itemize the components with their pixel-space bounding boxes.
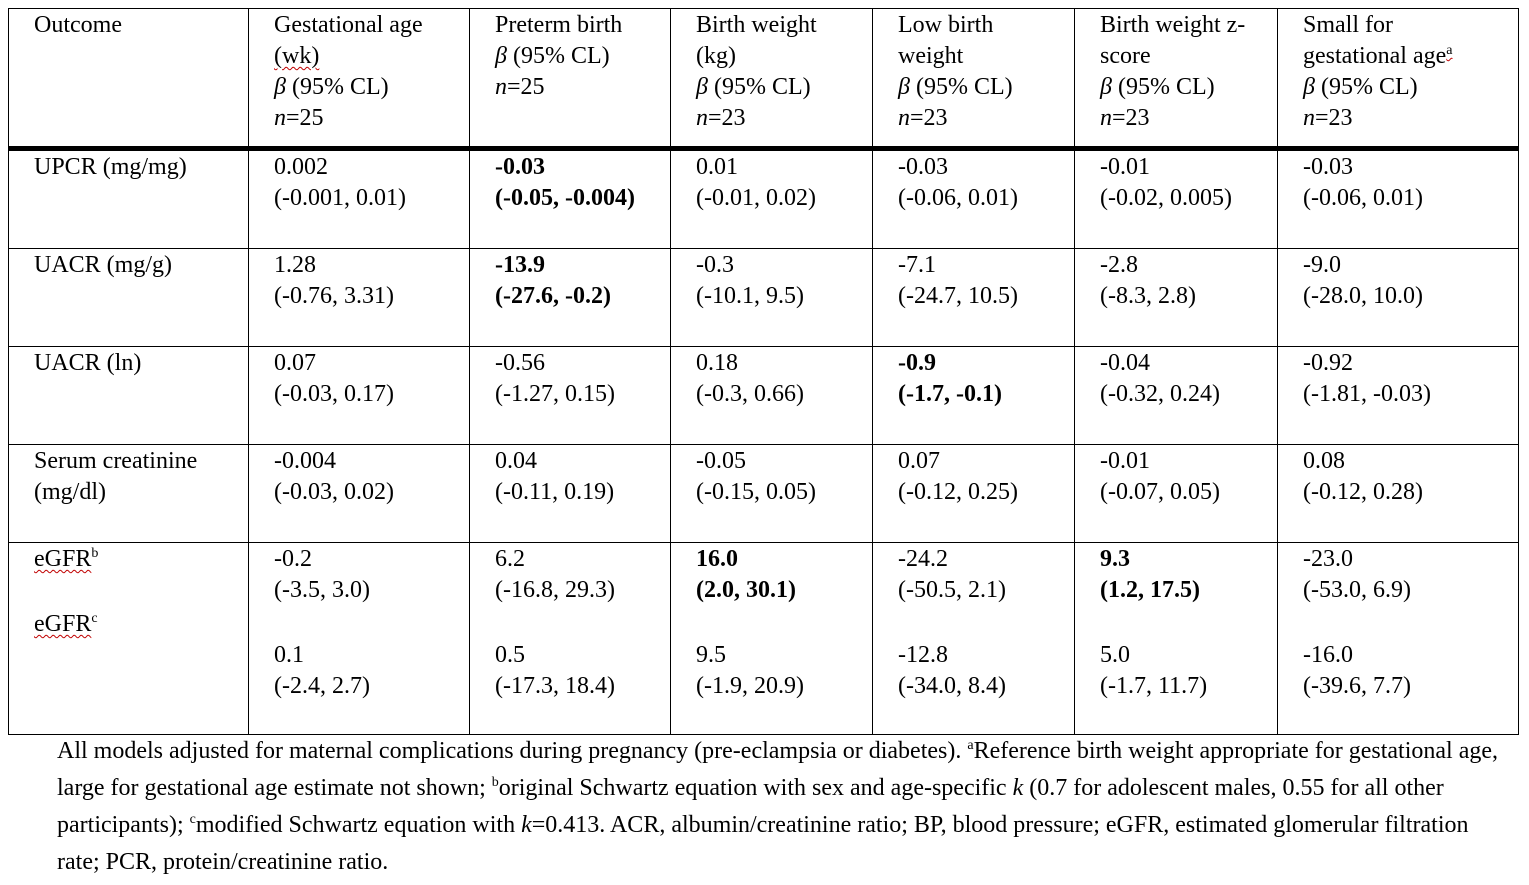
header-small-for-gestational-age: Small for gestational agea β (95% CL) n=…: [1277, 8, 1519, 151]
row-label: eGFRb eGFRc: [8, 542, 249, 735]
table-cell: 6.2 (-16.8, 29.3) 0.5 (-17.3, 18.4): [469, 542, 671, 735]
table-cell: -0.2 (-3.5, 3.0) 0.1 (-2.4, 2.7): [248, 542, 470, 735]
table-cell: 1.28 (-0.76, 3.31): [248, 248, 470, 347]
table-cell: -0.04 (-0.32, 0.24): [1074, 346, 1278, 445]
table-row: Serum creatinine (mg/dl) -0.004 (-0.03, 0.…: [8, 444, 1519, 543]
table-cell-significant: -0.9 (-1.7, -0.1): [872, 346, 1075, 445]
table-row: UACR (mg/g) 1.28 (-0.76, 3.31) -13.9 (-27.…: [8, 248, 1519, 347]
header-low-birth-weight: Low birth weight β (95% CL) n=23: [872, 8, 1075, 151]
header-preterm-birth: Preterm birth β (95% CL) n=25: [469, 8, 671, 151]
table-cell: -0.3 (-10.1, 9.5): [670, 248, 873, 347]
table-cell: 0.01 (-0.01, 0.02): [670, 148, 873, 249]
table-cell: -24.2 (-50.5, 2.1) -12.8 (-34.0, 8.4): [872, 542, 1075, 735]
header-birth-weight: Birth weight (kg) β (95% CL) n=23: [670, 8, 873, 151]
header-outcome: Outcome: [8, 8, 249, 151]
header-birth-weight-zscore: Birth weight z- score β (95% CL) n=23: [1074, 8, 1278, 151]
row-label: UPCR (mg/mg): [8, 148, 249, 249]
table-cell: 0.07 (-0.03, 0.17): [248, 346, 470, 445]
table-cell-significant: -0.03 (-0.05, -0.004): [469, 148, 671, 249]
table-row: UPCR (mg/mg) 0.002 (-0.001, 0.01) -0.03 (-…: [8, 148, 1519, 249]
table-cell: 9.3 (1.2, 17.5) 5.0 (-1.7, 11.7): [1074, 542, 1278, 735]
table-cell: -9.0 (-28.0, 10.0): [1277, 248, 1519, 347]
table-cell: -0.05 (-0.15, 0.05): [670, 444, 873, 543]
table-cell: -0.92 (-1.81, -0.03): [1277, 346, 1519, 445]
table-row: UACR (ln) 0.07 (-0.03, 0.17) -0.56 (-1.27,…: [8, 346, 1519, 445]
table-cell: -0.03 (-0.06, 0.01): [872, 148, 1075, 249]
header-row: Outcome Gestational age (wk) β (95% CL) …: [8, 8, 1519, 151]
header-gestational-age: Gestational age (wk) β (95% CL) n=25: [248, 8, 470, 151]
row-label: UACR (mg/g): [8, 248, 249, 347]
table-cell: -7.1 (-24.7, 10.5): [872, 248, 1075, 347]
row-label: UACR (ln): [8, 346, 249, 445]
table-cell: -0.03 (-0.06, 0.01): [1277, 148, 1519, 249]
table-cell: 0.18 (-0.3, 0.66): [670, 346, 873, 445]
table-footnote: All models adjusted for maternal complic…: [57, 738, 1499, 875]
table-cell: 0.04 (-0.11, 0.19): [469, 444, 671, 543]
table-cell: 16.0 (2.0, 30.1) 9.5 (-1.9, 20.9): [670, 542, 873, 735]
table-cell: -23.0 (-53.0, 6.9) -16.0 (-39.6, 7.7): [1277, 542, 1519, 735]
table-row: eGFRb eGFRc -0.2 (-3.5, 3.0) 0.1 (-2.4, 2.…: [8, 542, 1519, 735]
results-table: Outcome Gestational age (wk) β (95% CL) …: [8, 8, 1519, 735]
table-cell-significant: -13.9 (-27.6, -0.2): [469, 248, 671, 347]
table-cell: 0.07 (-0.12, 0.25): [872, 444, 1075, 543]
row-label: Serum creatinine (mg/dl): [8, 444, 249, 543]
table-cell: 0.08 (-0.12, 0.28): [1277, 444, 1519, 543]
table-cell: -2.8 (-8.3, 2.8): [1074, 248, 1278, 347]
table-cell: -0.004 (-0.03, 0.02): [248, 444, 470, 543]
table-cell: -0.01 (-0.07, 0.05): [1074, 444, 1278, 543]
table-cell: 0.002 (-0.001, 0.01): [248, 148, 470, 249]
table-cell: -0.01 (-0.02, 0.005): [1074, 148, 1278, 249]
table-cell: -0.56 (-1.27, 0.15): [469, 346, 671, 445]
